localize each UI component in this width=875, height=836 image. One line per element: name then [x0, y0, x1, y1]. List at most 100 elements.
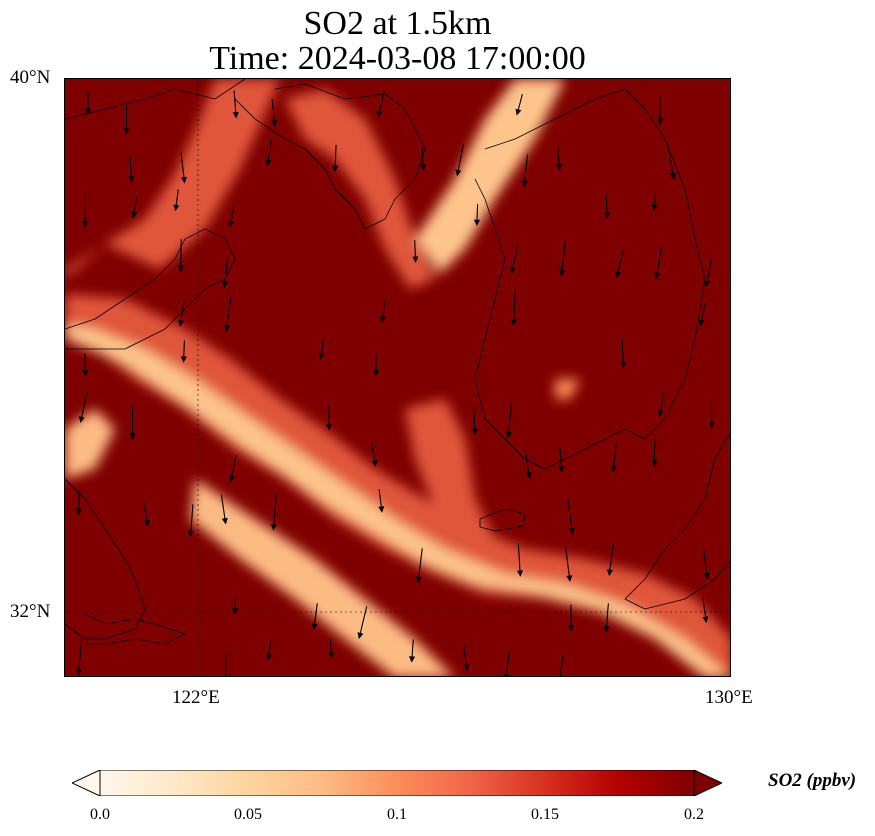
wind-arrow-head	[357, 632, 364, 640]
wind-arrow-head	[177, 265, 184, 273]
wind-arrow-head	[657, 410, 664, 418]
wind-arrow-shaft	[559, 654, 564, 676]
gridlines	[65, 79, 730, 676]
x-tick-label-130e: 130°E	[705, 687, 753, 708]
wind-arrow-head	[473, 219, 480, 227]
wind-arrow-head	[412, 256, 419, 263]
wind-arrow-shaft	[456, 143, 465, 176]
wind-arrow-shaft	[84, 190, 87, 227]
colorbar-extend-min	[70, 769, 101, 797]
plume-cluster-central	[405, 399, 495, 549]
y-tick-label-40n: 40°N	[10, 67, 51, 88]
wind-arrow-head	[420, 164, 427, 171]
colorbar-canvas	[70, 769, 724, 797]
colorbar-tick-1: 0.05	[234, 806, 262, 823]
wind-arrow-head	[471, 428, 478, 436]
coastline-yangtze	[84, 613, 187, 645]
wind-arrow-head	[521, 180, 528, 188]
colorbar-tick-0: 0.0	[90, 806, 110, 823]
wind-arrow-head	[708, 422, 715, 429]
wind-arrow-shaft	[655, 247, 662, 279]
map-subtitle: Time: 2024-03-08 17:00:00	[209, 40, 586, 77]
wind-vectors	[75, 90, 715, 676]
wind-arrow-head	[603, 626, 610, 633]
wind-arrow-head	[232, 111, 239, 119]
wind-arrow-head	[567, 625, 574, 632]
wind-arrow-head	[173, 204, 180, 212]
wind-arrow-head	[82, 370, 89, 377]
wind-arrow-shaft	[512, 289, 516, 325]
coastline-jeju	[479, 508, 526, 532]
wind-arrow-shaft	[659, 91, 661, 124]
plume-main-upper	[65, 294, 730, 676]
wind-arrow-head	[78, 416, 85, 424]
wind-arrow-head	[379, 316, 386, 323]
wind-arrow-shaft	[417, 548, 423, 583]
wind-arrow-shaft	[190, 504, 194, 536]
wind-arrow-head	[555, 163, 563, 171]
wind-arrow-head	[463, 664, 470, 672]
colorbar-extend-max	[693, 769, 724, 797]
colorbar-tick-3: 0.15	[531, 806, 559, 823]
wind-arrow-shaft	[272, 494, 277, 530]
wind-arrow-head	[509, 267, 516, 275]
wind-arrow-head	[704, 280, 711, 287]
coastline-north-china	[65, 79, 426, 230]
wind-arrow-shaft	[702, 547, 709, 579]
wind-arrow-head	[131, 211, 138, 219]
wind-arrow-head	[75, 669, 82, 676]
plume-north-center	[285, 89, 435, 289]
wind-arrow-head	[270, 524, 277, 531]
wind-arrow-head	[187, 530, 195, 537]
wind-arrow-shaft	[560, 241, 566, 276]
wind-arrow-head	[123, 128, 130, 135]
wind-arrow-shaft	[608, 542, 614, 575]
wind-arrow-head	[373, 370, 380, 377]
wind-arrow-head	[178, 320, 185, 327]
coastline-shandong	[65, 228, 236, 350]
wind-arrow-head	[265, 159, 272, 167]
wind-arrow-head	[415, 576, 422, 584]
wind-arrow-head	[610, 465, 617, 473]
map-title: SO2 at 1.5km	[303, 5, 492, 42]
wind-arrow-head	[669, 173, 676, 180]
plume-tiny-east	[555, 379, 580, 399]
wind-arrow-head	[455, 169, 462, 177]
wind-arrow-head	[228, 475, 235, 483]
plume-lower	[190, 479, 453, 676]
wind-arrow-head	[568, 527, 575, 535]
wind-arrow-head	[378, 506, 385, 513]
wind-arrow-head	[620, 361, 627, 369]
wind-arrow-shaft	[517, 543, 521, 576]
coastline-japan-west	[624, 431, 730, 610]
y-tick-label-32n: 32°N	[10, 601, 51, 622]
wind-arrow-head	[614, 271, 621, 278]
wind-arrow-head	[180, 356, 187, 363]
wind-arrow-head	[328, 652, 335, 659]
wind-arrow-head	[606, 569, 613, 577]
colorbar-gradient	[99, 769, 695, 797]
wind-arrow-shaft	[567, 498, 573, 534]
coastlines	[65, 79, 730, 645]
wind-arrow-head	[698, 319, 705, 327]
wind-arrow-shaft	[667, 143, 675, 179]
colorbar-tick-2: 0.1	[387, 806, 407, 823]
wind-arrow-head	[128, 176, 135, 183]
wind-arrow-head	[516, 570, 524, 577]
wind-arrow-head	[231, 608, 239, 615]
plume-west-coast	[65, 79, 280, 279]
so2-map-canvas	[65, 79, 730, 676]
wind-arrow-head	[703, 573, 710, 580]
wind-arrow-head	[265, 654, 272, 661]
wind-arrow-head	[651, 204, 658, 212]
wind-arrow-head	[702, 616, 709, 623]
wind-arrow-head	[228, 220, 234, 228]
wind-arrow-head	[505, 431, 512, 439]
so2-plumes	[65, 79, 730, 676]
wind-arrow-head	[371, 460, 378, 467]
plume-small-sw	[65, 409, 115, 479]
wind-arrow-head	[143, 519, 150, 527]
wind-arrow-head	[82, 221, 89, 228]
wind-arrow-shaft	[507, 401, 513, 437]
colorbar	[70, 769, 724, 797]
